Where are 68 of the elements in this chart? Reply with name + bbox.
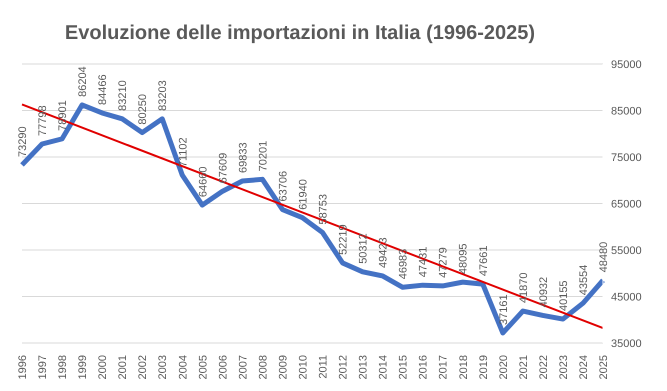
x-tick-label: 1997 xyxy=(37,355,50,380)
x-tick-label: 2023 xyxy=(558,355,570,380)
y-tick-label: 75000 xyxy=(611,152,642,164)
x-tick-label: 2006 xyxy=(217,355,230,380)
data-label: 83203 xyxy=(157,80,170,111)
data-label: 80250 xyxy=(137,94,150,125)
data-label: 52219 xyxy=(338,224,350,255)
x-tick-label: 2005 xyxy=(197,355,210,380)
x-tick-label: 2007 xyxy=(237,355,250,380)
data-label: 43554 xyxy=(578,264,590,296)
x-tick-label: 2001 xyxy=(117,355,130,380)
x-tick-label: 2024 xyxy=(578,355,590,380)
data-label: 83210 xyxy=(117,80,130,111)
data-label: 47279 xyxy=(438,247,450,278)
x-tick-label: 2002 xyxy=(137,355,150,380)
x-tick-label: 2014 xyxy=(378,355,390,380)
x-tick-label: 2018 xyxy=(458,355,470,380)
y-tick-label: 65000 xyxy=(611,198,642,210)
data-label: 40155 xyxy=(558,280,570,312)
x-tick-label: 1999 xyxy=(77,355,90,380)
x-tick-label: 2022 xyxy=(538,355,550,380)
x-tick-label: 2004 xyxy=(177,355,190,380)
chart-title: Evoluzione delle importazioni in Italia (1996-2025) xyxy=(64,22,536,45)
data-label: 48095 xyxy=(458,244,470,274)
data-label: 46983 xyxy=(398,248,410,280)
data-label: 63706 xyxy=(277,170,290,202)
x-tick-label: 2011 xyxy=(318,355,330,379)
x-tick-label: 2019 xyxy=(478,355,490,380)
x-tick-label: 2025 xyxy=(598,355,610,380)
data-label: 73290 xyxy=(17,126,29,157)
data-label: 61940 xyxy=(297,179,310,210)
x-tick-label: 2021 xyxy=(518,355,530,380)
x-tick-label: 2003 xyxy=(157,355,170,380)
data-label: 37161 xyxy=(498,294,510,325)
data-label: 71102 xyxy=(177,137,190,168)
y-tick-label: 95000 xyxy=(611,58,642,71)
x-tick-label: 2013 xyxy=(358,355,370,380)
data-label: 64660 xyxy=(197,166,210,198)
data-label: 40932 xyxy=(538,276,550,308)
x-tick-label: 1998 xyxy=(57,355,70,380)
y-tick-label: 85000 xyxy=(611,105,642,118)
data-label: 86204 xyxy=(77,66,90,97)
x-tick-label: 2015 xyxy=(398,355,410,380)
x-tick-label: 2008 xyxy=(257,355,270,380)
y-tick-label: 55000 xyxy=(611,244,642,257)
x-tick-label: 2009 xyxy=(277,355,290,380)
y-tick-label: 45000 xyxy=(611,291,642,304)
data-label: 77798 xyxy=(37,105,50,136)
data-label: 67609 xyxy=(217,152,230,184)
x-tick-label: 1996 xyxy=(17,355,29,380)
data-label: 41870 xyxy=(518,272,530,304)
data-label: 48480 xyxy=(598,242,610,272)
data-label: 47431 xyxy=(418,246,430,278)
data-label: 78901 xyxy=(57,100,70,131)
data-label: 50312 xyxy=(358,233,370,264)
data-label: 58753 xyxy=(318,194,330,225)
data-label: 47661 xyxy=(478,246,490,276)
x-tick-label: 2012 xyxy=(338,355,350,380)
data-label: 70201 xyxy=(257,140,270,172)
x-tick-label: 2017 xyxy=(438,355,450,380)
data-label: 49423 xyxy=(378,237,390,268)
data-label: 69833 xyxy=(237,142,250,174)
x-tick-label: 2000 xyxy=(97,355,110,380)
x-tick-label: 2016 xyxy=(418,355,430,380)
data-label: 84466 xyxy=(97,74,110,105)
y-tick-label: 35000 xyxy=(611,338,642,350)
x-tick-label: 2020 xyxy=(498,355,510,380)
x-tick-label: 2010 xyxy=(297,355,310,380)
